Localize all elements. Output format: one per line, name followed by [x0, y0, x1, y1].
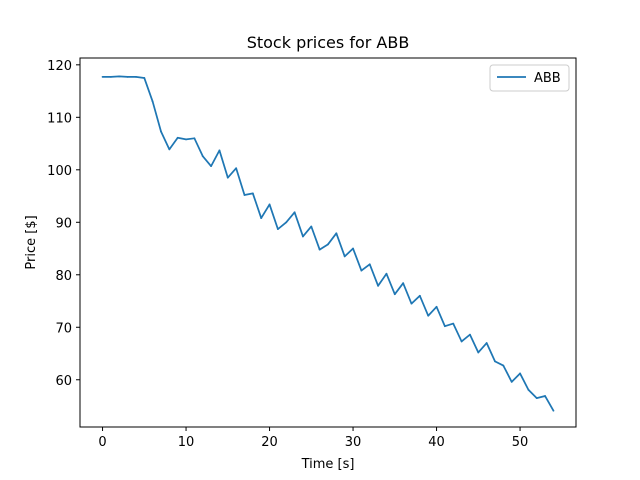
data-point: [494, 360, 496, 363]
data-point: [343, 255, 346, 258]
data-point: [544, 395, 547, 397]
data-point: [527, 388, 530, 391]
data-point: [485, 342, 488, 344]
x-tick-label: 30: [345, 435, 362, 450]
data-point: [160, 130, 162, 133]
data-point: [469, 333, 471, 336]
data-point: [444, 325, 446, 328]
data-point: [360, 269, 363, 272]
data-point: [335, 232, 338, 235]
data-point: [135, 75, 137, 78]
data-point: [477, 351, 480, 354]
x-axis-label: Time [s]: [301, 457, 355, 472]
data-point: [226, 176, 229, 179]
x-tick-label: 20: [261, 435, 278, 450]
x-tick-label: 10: [178, 435, 195, 450]
data-point: [352, 247, 354, 250]
data-point: [410, 302, 413, 305]
legend: ABB: [489, 64, 570, 92]
y-axis-label: Price [$]: [24, 215, 39, 269]
data-point: [385, 272, 388, 275]
plot-area: 0 10 20 30 40 50 60 70 80 90 100 110 120: [47, 57, 577, 450]
axes-frame: [79, 57, 577, 428]
data-point: [101, 75, 104, 78]
series-points: [101, 75, 555, 412]
chart-title: Stock prices for ABB: [247, 33, 410, 52]
data-point: [218, 149, 221, 152]
data-point: [293, 211, 296, 214]
y-tick-label: 70: [55, 321, 72, 336]
data-point: [502, 364, 505, 367]
data-point: [260, 217, 263, 219]
data-point: [377, 284, 380, 287]
data-point: [168, 148, 171, 151]
data-point: [327, 243, 329, 246]
data-point: [118, 75, 121, 78]
data-point: [318, 248, 321, 251]
data-point: [402, 282, 405, 285]
data-point: [185, 138, 187, 141]
y-tick-label: 60: [55, 374, 72, 389]
data-point: [251, 192, 254, 195]
data-point: [460, 340, 463, 343]
legend-box: [489, 64, 570, 92]
data-point: [201, 155, 204, 158]
data-point: [310, 225, 313, 228]
data-point: [235, 167, 238, 170]
data-point: [210, 165, 212, 168]
y-tick-label: 90: [55, 216, 72, 231]
data-point: [109, 75, 112, 78]
data-point: [268, 203, 271, 206]
y-tick-label: 120: [47, 59, 72, 74]
data-point: [126, 75, 129, 78]
data-point: [151, 100, 154, 103]
x-tick-label: 50: [512, 435, 529, 450]
x-tick-label: 0: [98, 435, 106, 450]
data-point: [535, 397, 538, 400]
x-tick-label: 40: [428, 435, 445, 450]
data-point: [243, 194, 246, 196]
data-point: [510, 380, 513, 383]
legend-label-abb: ABB: [534, 71, 561, 86]
y-axis: 60 70 80 90 100 110 120: [47, 59, 80, 389]
data-point: [418, 294, 421, 297]
y-tick-label: 80: [55, 269, 72, 284]
data-point: [143, 77, 146, 79]
y-tick-label: 100: [47, 164, 72, 179]
data-point: [427, 314, 430, 317]
data-point: [519, 372, 521, 375]
data-point: [176, 136, 179, 139]
data-point: [193, 137, 196, 140]
x-axis: 0 10 20 30 40 50: [98, 427, 528, 450]
data-point: [452, 322, 455, 325]
y-tick-label: 110: [47, 111, 72, 126]
data-point: [276, 228, 279, 231]
data-point: [435, 305, 438, 308]
data-point: [302, 235, 304, 238]
data-point: [393, 293, 396, 296]
data-point: [552, 409, 555, 412]
data-point: [285, 221, 288, 224]
data-point: [368, 263, 371, 266]
